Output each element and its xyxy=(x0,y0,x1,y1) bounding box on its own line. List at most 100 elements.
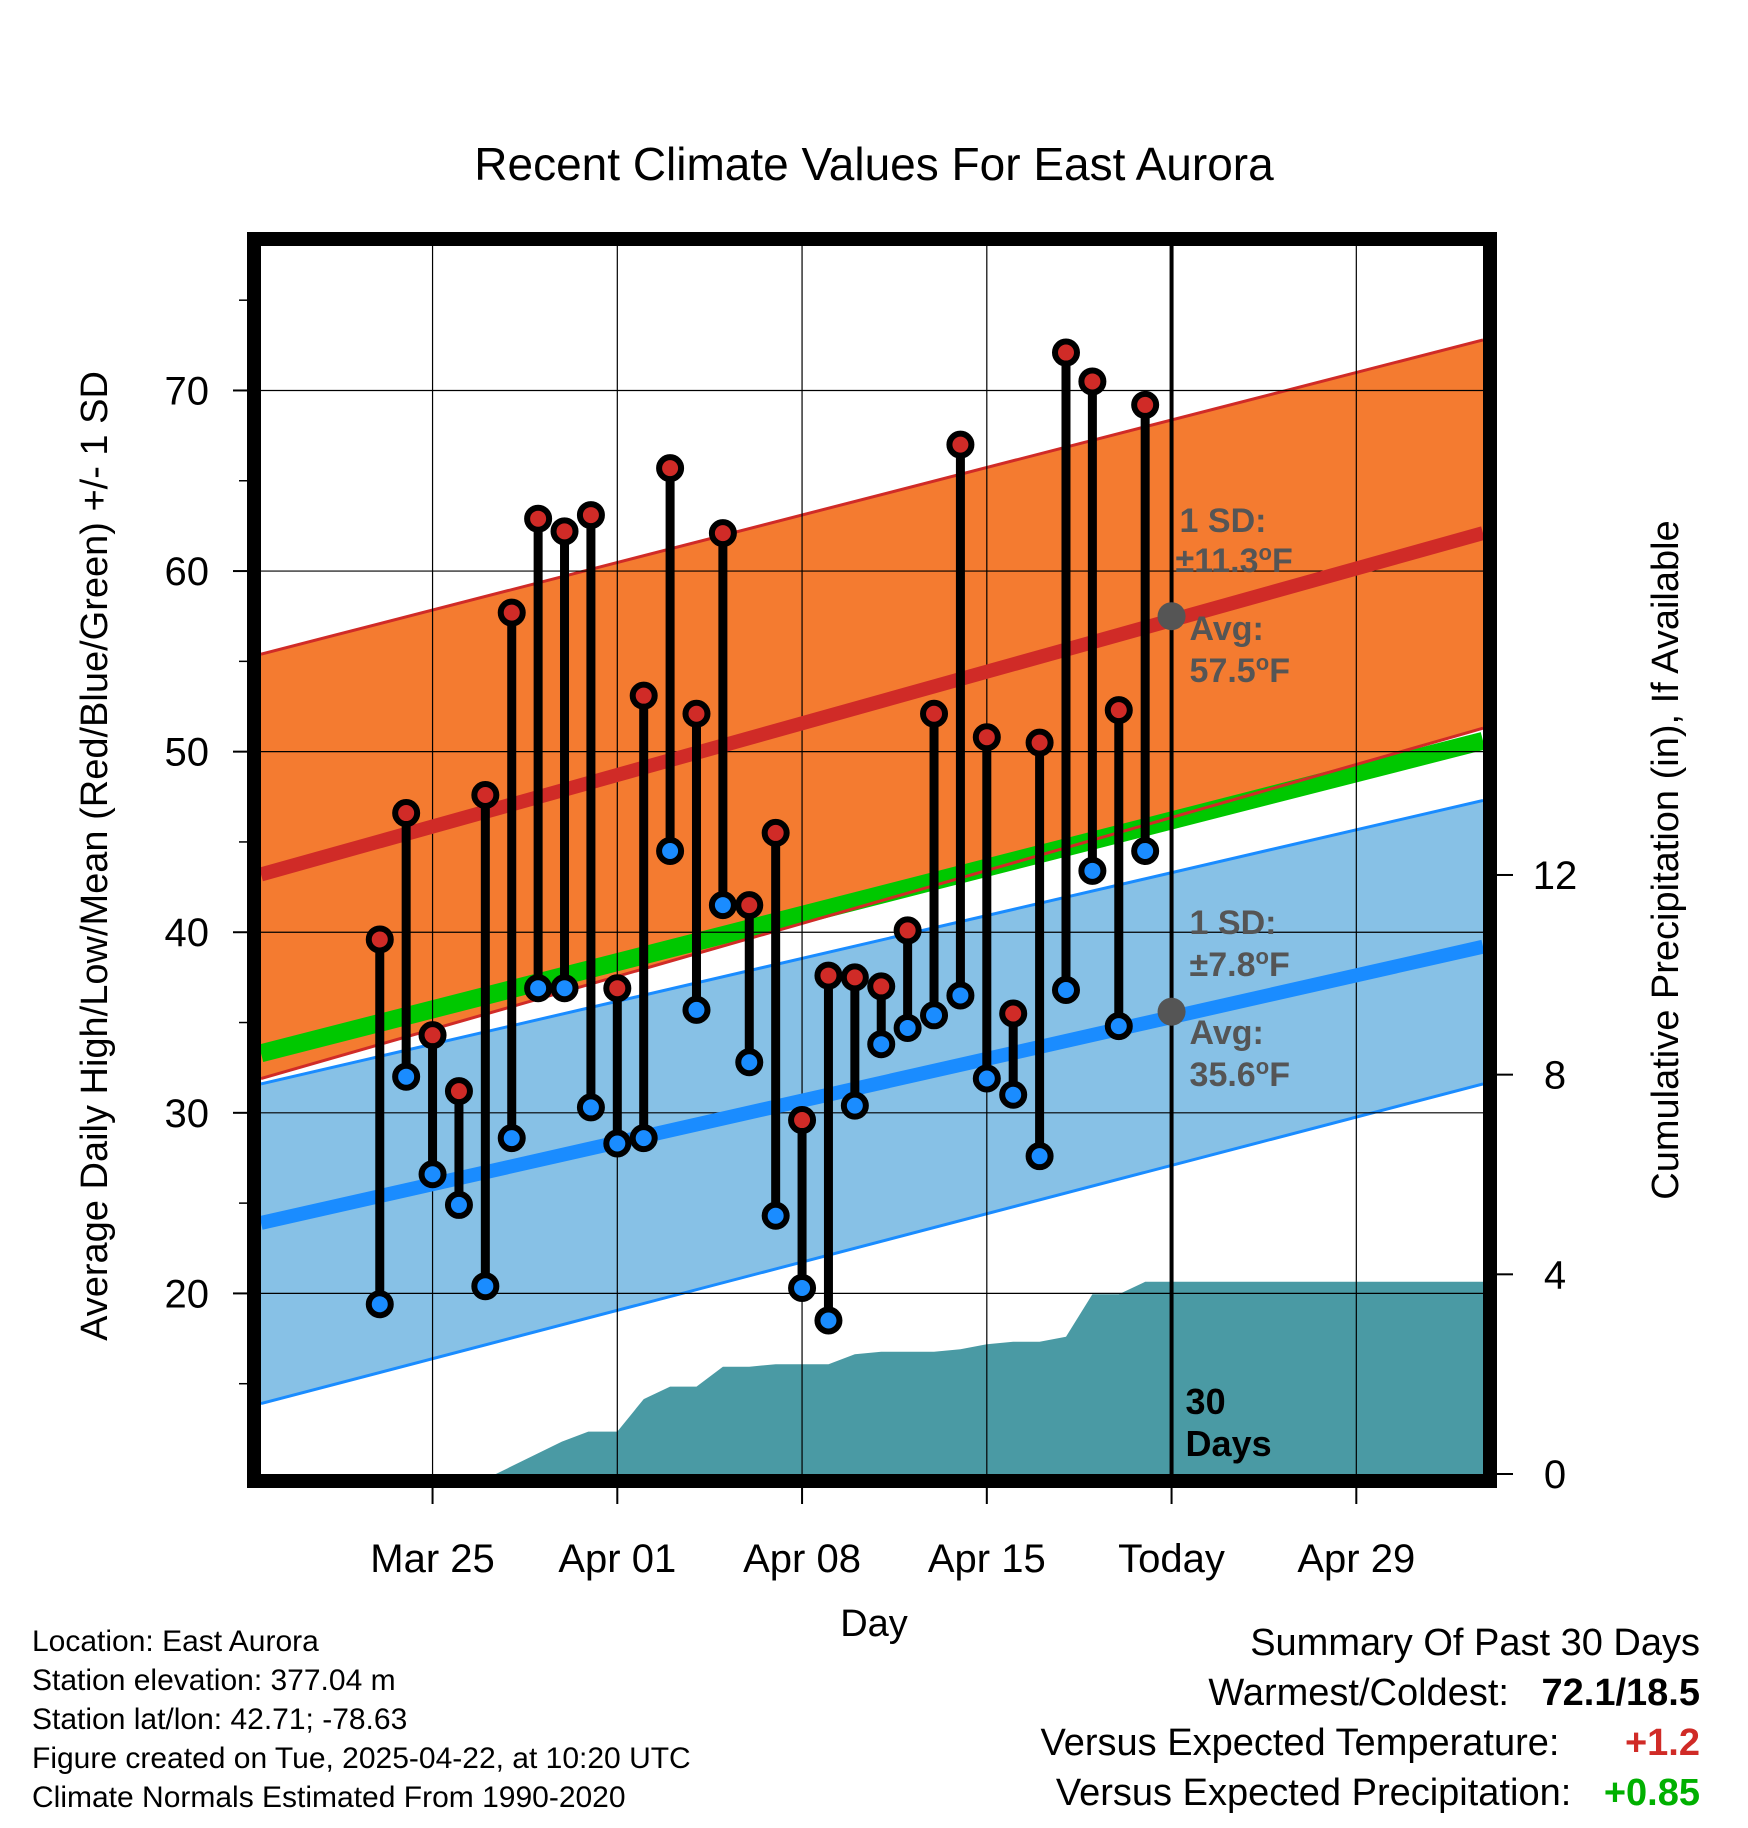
daily-high-marker xyxy=(972,723,1001,752)
chart-title: Recent Climate Values For East Aurora xyxy=(474,138,1274,190)
daily-high-marker xyxy=(999,999,1028,1028)
y-axis-label: Average Daily High/Low/Mean (Red/Blue/Gr… xyxy=(74,371,116,1341)
temp-value: +1.2 xyxy=(1624,1722,1700,1764)
daily-high-marker xyxy=(946,430,975,459)
daily-low-marker xyxy=(576,1093,605,1122)
low-sd-label-text: 1 SD: xyxy=(1190,904,1277,942)
daily-low-marker xyxy=(893,1013,922,1042)
info-location: Location: East Aurora xyxy=(32,1625,319,1658)
low-sd-value-text: ±7.8 xyxy=(1190,946,1256,984)
daily-low-marker xyxy=(814,1306,843,1335)
daily-low-marker xyxy=(471,1272,500,1301)
summary-precip: Versus Expected Precipitation: +0.85 xyxy=(1041,1768,1700,1818)
low-sd-value-text: F xyxy=(1269,946,1290,984)
high-sd-label-text: 1 SD: xyxy=(1180,502,1267,540)
high-avg-value-degree: o xyxy=(1256,650,1269,675)
low-avg-value-text: 35.6 xyxy=(1190,1056,1256,1094)
y2-tick-label: 4 xyxy=(1544,1253,1566,1297)
daily-low-marker xyxy=(418,1160,447,1189)
daily-high-marker xyxy=(576,501,605,530)
y-tick-label: 60 xyxy=(165,550,210,594)
low-avg-value-degree: o xyxy=(1256,1054,1269,1079)
low-avg-label-text: Avg: xyxy=(1190,1014,1264,1052)
daily-low-marker xyxy=(1104,1012,1133,1041)
today-days-label: 30 Days xyxy=(1186,1381,1272,1464)
daily-low-marker xyxy=(1051,976,1080,1005)
y-tick-label: 70 xyxy=(165,369,210,413)
daily-high-marker xyxy=(603,974,632,1003)
daily-low-marker xyxy=(550,974,579,1003)
daily-low-marker xyxy=(761,1201,790,1230)
warm-cold-label: Warmest/Coldest: xyxy=(1208,1672,1509,1714)
high-sd-value: ±11.3oF xyxy=(1176,540,1293,581)
summary-panel: Summary Of Past 30 Days Warmest/Coldest:… xyxy=(1041,1618,1700,1818)
daily-low-marker xyxy=(365,1290,394,1319)
daily-low-marker xyxy=(497,1124,526,1153)
y2-tick-label: 0 xyxy=(1544,1453,1566,1497)
warm-cold-value: 72.1/18.5 xyxy=(1541,1672,1700,1714)
low-upper-edge xyxy=(261,798,1483,1086)
daily-low-marker xyxy=(972,1064,1001,1093)
daily-high-marker xyxy=(656,454,685,483)
precipitation-area xyxy=(495,1281,1483,1474)
high-upper-edge xyxy=(261,338,1483,656)
y-tick-label: 40 xyxy=(165,911,210,955)
info-created: Figure created on Tue, 2025-04-22, at 10… xyxy=(32,1742,691,1775)
normal-low-mean-line xyxy=(261,939,1483,1230)
summary-warm-cold: Warmest/Coldest: 72.1/18.5 xyxy=(1041,1668,1700,1718)
daily-low-marker xyxy=(946,981,975,1010)
daily-high-marker xyxy=(1078,367,1107,396)
high-avg-value-text: 57.5 xyxy=(1190,652,1256,690)
low-sd-value-degree: o xyxy=(1255,944,1268,969)
high-sd-value-text: F xyxy=(1272,542,1293,580)
daily-high-marker xyxy=(550,517,579,546)
daily-high-marker xyxy=(629,681,658,710)
daily-low-marker xyxy=(524,974,553,1003)
y2-tick-label: 8 xyxy=(1544,1054,1566,1098)
high-sd-label: 1 SD: xyxy=(1180,502,1267,540)
daily-high-marker xyxy=(1025,728,1054,757)
high-avg-value: 57.5oF xyxy=(1190,650,1290,691)
daily-high-marker xyxy=(840,963,869,992)
low-avg-label: Avg: xyxy=(1190,1014,1264,1052)
summary-temp: Versus Expected Temperature: +1.2 xyxy=(1041,1718,1700,1768)
daily-high-marker xyxy=(444,1077,473,1106)
y2-tick-label: 12 xyxy=(1533,854,1578,898)
high-avg-label: Avg: xyxy=(1190,610,1264,648)
normal-high-mean-line xyxy=(261,526,1483,882)
station-info: Location: East Aurora Station elevation:… xyxy=(32,1622,691,1817)
daily-high-marker xyxy=(814,961,843,990)
y-tick-label: 30 xyxy=(165,1092,210,1136)
daily-high-marker xyxy=(867,972,896,1001)
y2-axis-label: Cumulative Precipitation (in), If Availa… xyxy=(1645,520,1687,1199)
daily-high-marker xyxy=(920,699,949,728)
info-latlon: Station lat/lon: 42.71; -78.63 xyxy=(32,1703,408,1736)
high-avg-dot xyxy=(1157,602,1186,631)
low-avg-value: 35.6oF xyxy=(1190,1054,1290,1095)
high-lower-edge xyxy=(261,726,1483,1080)
low-avg-value-text: F xyxy=(1269,1056,1290,1094)
daily-low-marker xyxy=(708,891,737,920)
daily-high-marker xyxy=(471,780,500,809)
daily-high-marker xyxy=(761,818,790,847)
daily-high-marker xyxy=(365,925,394,954)
x-tick-label: Apr 01 xyxy=(558,1537,676,1581)
high-sd-value-text: ±11.3 xyxy=(1176,542,1259,580)
low-lower-edge xyxy=(261,1082,1483,1406)
x-tick-label: Apr 08 xyxy=(743,1537,861,1581)
daily-high-marker xyxy=(708,519,737,548)
daily-low-marker xyxy=(840,1091,869,1120)
daily-low-marker xyxy=(735,1048,764,1077)
daily-low-marker xyxy=(682,995,711,1024)
daily-high-marker xyxy=(1104,696,1133,725)
y-tick-label: 50 xyxy=(165,731,210,775)
daily-low-marker xyxy=(392,1062,421,1091)
daily-low-marker xyxy=(656,836,685,865)
daily-low-marker xyxy=(867,1030,896,1059)
daily-low-marker xyxy=(629,1124,658,1153)
today-days-number: 30 xyxy=(1186,1381,1226,1422)
daily-low-marker xyxy=(788,1273,817,1302)
info-normals: Climate Normals Estimated From 1990-2020 xyxy=(32,1781,626,1814)
